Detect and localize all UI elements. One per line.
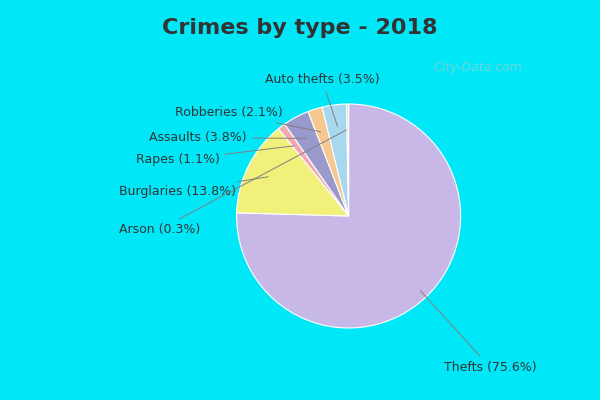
Wedge shape	[236, 129, 349, 216]
Text: Assaults (3.8%): Assaults (3.8%)	[149, 131, 305, 144]
Text: City-Data.com: City-Data.com	[433, 62, 522, 74]
Wedge shape	[346, 104, 349, 216]
Text: Crimes by type - 2018: Crimes by type - 2018	[162, 18, 438, 38]
Text: Auto thefts (3.5%): Auto thefts (3.5%)	[265, 73, 379, 126]
Wedge shape	[322, 104, 349, 216]
Wedge shape	[278, 124, 349, 216]
Text: Robberies (2.1%): Robberies (2.1%)	[175, 106, 321, 132]
Text: Thefts (75.6%): Thefts (75.6%)	[421, 291, 536, 374]
Wedge shape	[284, 112, 349, 216]
Text: Burglaries (13.8%): Burglaries (13.8%)	[119, 177, 268, 198]
Text: Rapes (1.1%): Rapes (1.1%)	[136, 146, 294, 166]
Wedge shape	[308, 107, 349, 216]
Wedge shape	[236, 104, 461, 328]
Text: Arson (0.3%): Arson (0.3%)	[119, 130, 346, 236]
